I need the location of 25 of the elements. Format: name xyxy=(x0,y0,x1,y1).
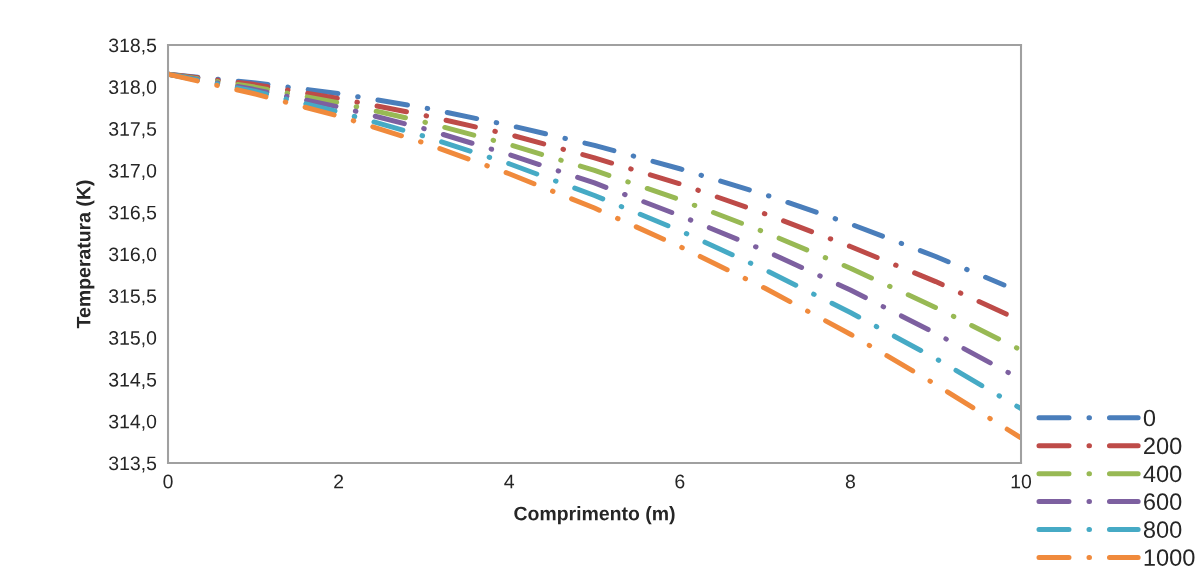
x-tick-label: 6 xyxy=(675,474,685,489)
y-tick-label: 318,5 xyxy=(108,38,157,55)
y-tick-label: 316,5 xyxy=(108,205,157,222)
legend-label: 600 xyxy=(1144,493,1182,511)
y-tick-label: 313,5 xyxy=(108,456,157,473)
x-tick-label: 4 xyxy=(504,474,515,489)
legend-label: 1000 xyxy=(1144,549,1195,566)
y-tick-label: 317,5 xyxy=(108,122,157,139)
y-tick-label: 314,0 xyxy=(108,414,157,431)
legend-label: 400 xyxy=(1143,465,1182,483)
y-tick-label: 318,0 xyxy=(108,80,157,97)
y-axis-title: Temperatura (K) xyxy=(76,180,95,329)
x-tick-label: 10 xyxy=(1011,474,1032,489)
x-tick-label: 2 xyxy=(334,474,344,489)
y-tick-label: 314,5 xyxy=(108,372,157,389)
legend-label: 0 xyxy=(1143,409,1156,427)
x-tick-label: 0 xyxy=(163,474,173,489)
legend-label: 200 xyxy=(1144,437,1182,455)
legend-label: 800 xyxy=(1143,521,1182,539)
y-tick-label: 315,0 xyxy=(108,331,157,348)
y-tick-label: 317,0 xyxy=(108,163,157,180)
x-axis-title: Comprimento (m) xyxy=(514,506,675,525)
y-tick-label: 316,0 xyxy=(108,247,157,264)
y-tick-label: 315,5 xyxy=(108,289,157,306)
x-tick-label: 8 xyxy=(845,474,855,489)
